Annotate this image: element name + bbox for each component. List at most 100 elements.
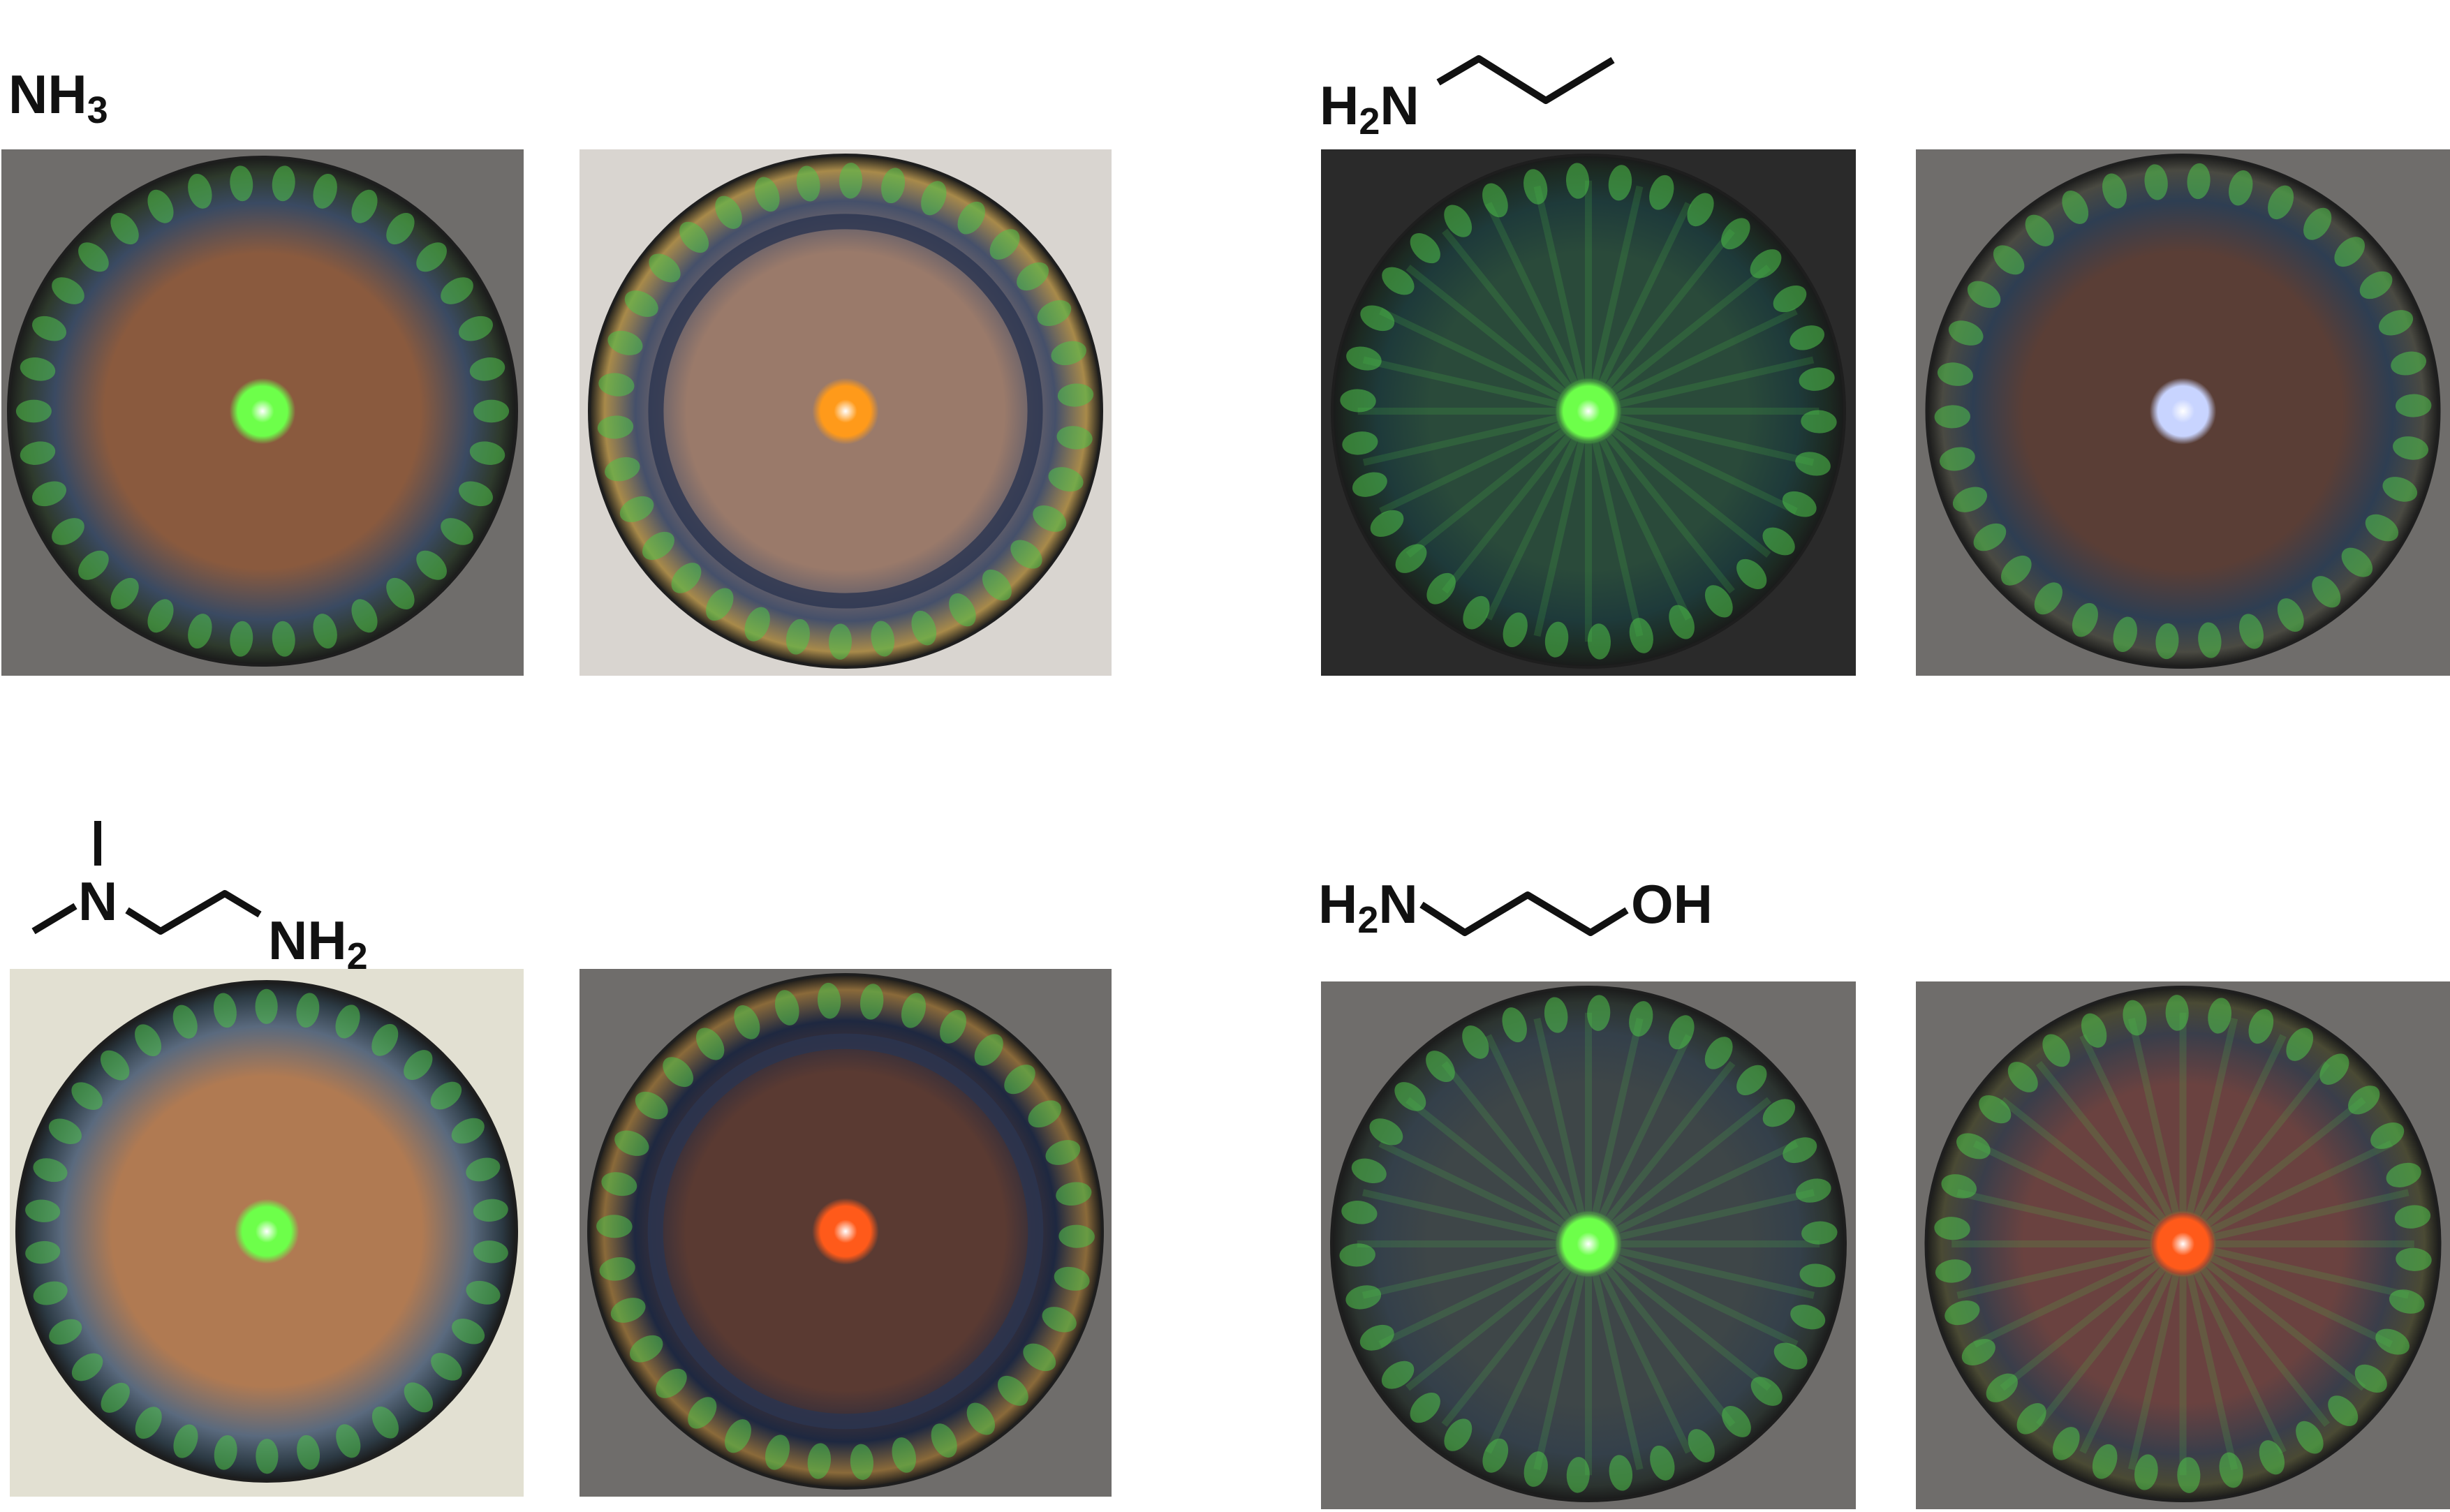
rim-domain <box>850 1444 874 1481</box>
rim-domain <box>1544 621 1569 658</box>
rim-domain <box>839 163 863 199</box>
rim-domain <box>336 1424 361 1458</box>
rim-domain <box>605 457 640 482</box>
rim-domain <box>1056 426 1093 450</box>
rim-domain <box>1004 1065 1035 1095</box>
rim-domain <box>2303 207 2332 240</box>
rim-domain <box>2382 477 2418 502</box>
rim-domain <box>1704 585 1733 618</box>
propylamine-chain <box>1436 55 1615 104</box>
rim-domain <box>2072 602 2098 637</box>
radial-streak <box>1405 265 1567 395</box>
rim-domain <box>1503 612 1528 648</box>
radial-streak <box>2209 1140 2393 1234</box>
rim-domain <box>2025 214 2054 246</box>
propanolamine-chain <box>1419 891 1629 936</box>
rim-domain <box>1523 1451 1548 1487</box>
radial-streak <box>1598 437 1692 621</box>
rim-domain <box>1346 346 1382 371</box>
methyl-bond-left <box>31 903 78 935</box>
center-spot <box>2149 1210 2217 1277</box>
rim-domain <box>807 1443 832 1479</box>
rim-domain <box>2144 164 2168 200</box>
rim-domain <box>1045 1140 1081 1165</box>
radial-streak <box>1614 308 1798 401</box>
rim-domain <box>715 195 742 229</box>
rim-domain <box>2378 310 2414 336</box>
rim-domain <box>1340 389 1376 413</box>
rim-domain <box>78 242 109 272</box>
rim-domain <box>1394 1082 1426 1111</box>
rim-domain <box>796 165 820 202</box>
rim-domain <box>1782 491 1817 517</box>
rim-domain <box>1750 1377 1783 1406</box>
rim-domain <box>1799 1263 1836 1287</box>
rim-domain <box>998 1375 1028 1406</box>
rim-domain <box>2034 582 2062 615</box>
rim-domain <box>441 518 473 545</box>
rim-domain <box>679 221 709 253</box>
rim-domain <box>466 1280 501 1305</box>
center-spot <box>812 378 879 445</box>
label-amine-n: N <box>78 870 118 932</box>
rim-domain <box>1482 1438 1509 1473</box>
radial-streak <box>1610 1260 1772 1391</box>
rim-domain <box>473 1199 508 1222</box>
rim-domain <box>1056 1182 1092 1206</box>
radial-streak <box>2199 1060 2330 1222</box>
rim-domain <box>871 621 895 657</box>
radial-streak <box>2209 1254 2393 1348</box>
rim-domain <box>828 623 852 660</box>
microscope-image-ammonia-2 <box>580 149 1112 676</box>
rim-domain <box>2394 1205 2431 1229</box>
rim-domain <box>458 316 493 341</box>
rim-domain <box>2016 1403 2046 1435</box>
rim-domain <box>706 588 734 621</box>
rim-domain <box>2092 1444 2118 1479</box>
radial-streak <box>1441 1266 1572 1428</box>
rim-domain <box>859 984 884 1020</box>
rim-domain <box>1795 1178 1831 1203</box>
radial-streak <box>1604 228 1735 390</box>
rim-domain <box>2389 1289 2425 1314</box>
radial-streak <box>1533 1273 1586 1471</box>
rim-domain <box>2187 163 2211 200</box>
radial-streak <box>1485 437 1579 621</box>
rim-domain <box>2198 622 2222 658</box>
rim-domain <box>2177 1457 2201 1493</box>
radial-streak <box>1614 1140 1799 1234</box>
rim-domain <box>892 1437 917 1473</box>
rim-domain <box>1048 467 1084 492</box>
rim-domain <box>1649 175 1674 210</box>
rim-domain <box>2165 995 2189 1031</box>
rim-domain <box>1669 605 1695 639</box>
ethylene-chain <box>125 890 262 935</box>
radial-streak <box>1361 1247 1560 1299</box>
rim-domain <box>1773 286 1807 313</box>
rim-domain <box>2334 237 2365 267</box>
rim-domain <box>230 621 253 657</box>
rim-domain <box>1801 1221 1838 1245</box>
rim-domain <box>2042 1034 2070 1067</box>
inner-ring <box>647 1033 1044 1430</box>
rim-domain <box>2081 1013 2107 1048</box>
rim-domain <box>78 550 109 580</box>
inner-ring <box>648 214 1043 609</box>
rim-domain <box>624 290 658 317</box>
rim-domain <box>135 1024 162 1057</box>
radial-streak <box>2036 1266 2167 1428</box>
radial-streak <box>1405 1260 1567 1391</box>
rim-domain <box>1944 1300 1980 1326</box>
rim-domain <box>940 1009 966 1044</box>
rim-domain <box>1037 300 1072 327</box>
radial-streak <box>2193 1034 2287 1218</box>
rim-domain <box>1566 163 1590 199</box>
rim-domain <box>1721 218 1750 250</box>
rim-domain <box>921 181 947 216</box>
rim-domain <box>49 1319 82 1345</box>
label-amine-nh2: NH2 <box>268 910 368 977</box>
rim-domain <box>931 1423 957 1458</box>
rim-domain <box>949 593 976 627</box>
rim-domain <box>754 177 780 212</box>
rim-domain <box>416 550 447 580</box>
